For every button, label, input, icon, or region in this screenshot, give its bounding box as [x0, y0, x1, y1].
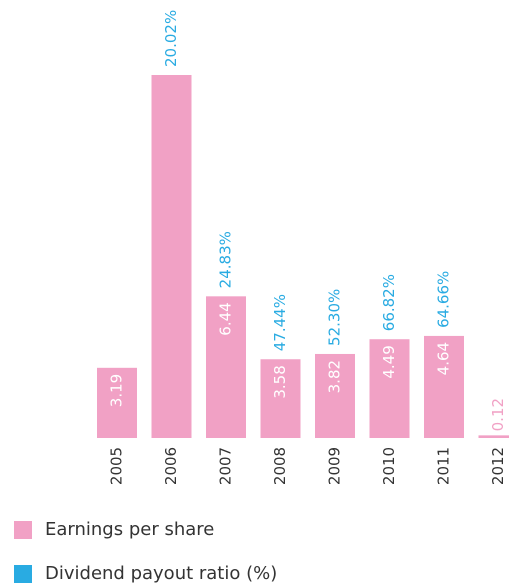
- payout-label: 64.66%: [435, 271, 453, 328]
- x-tick-label: 2007: [217, 447, 235, 485]
- bar: [424, 335, 464, 438]
- payout-label: 66.82%: [380, 274, 398, 331]
- value-label: 6.44: [217, 302, 235, 335]
- payout-label: 24.83%: [217, 231, 235, 288]
- legend-swatch: [14, 565, 32, 583]
- value-label: 0.12: [489, 398, 507, 431]
- legend-label: Dividend payout ratio (%): [45, 563, 277, 584]
- payout-label: 52.30%: [326, 289, 344, 346]
- bar: [478, 435, 509, 438]
- bar: [369, 339, 410, 438]
- bar: [97, 367, 137, 438]
- value-label: 4.49: [380, 345, 398, 378]
- value-label: 4.64: [435, 342, 453, 375]
- payout-label: 20.02%: [162, 10, 180, 67]
- x-tick-label: 2008: [271, 447, 289, 485]
- value-label: 3.82: [326, 360, 344, 393]
- value-label: 3.58: [271, 365, 289, 398]
- legend-swatch: [14, 521, 32, 539]
- x-tick-label: 2009: [326, 447, 344, 485]
- payout-label: 47.44%: [271, 294, 289, 351]
- x-tick-label: 2006: [162, 447, 180, 485]
- bar: [206, 296, 246, 438]
- x-tick-label: 2005: [108, 447, 126, 485]
- x-tick-label: 2011: [435, 447, 453, 485]
- value-label: 3.19: [108, 374, 126, 407]
- legend-label: Earnings per share: [45, 519, 214, 540]
- bar: [151, 75, 192, 438]
- bar: [260, 359, 301, 438]
- x-tick-label: 2010: [380, 447, 398, 485]
- x-tick-label: 2012: [489, 447, 507, 485]
- bar: [315, 353, 355, 438]
